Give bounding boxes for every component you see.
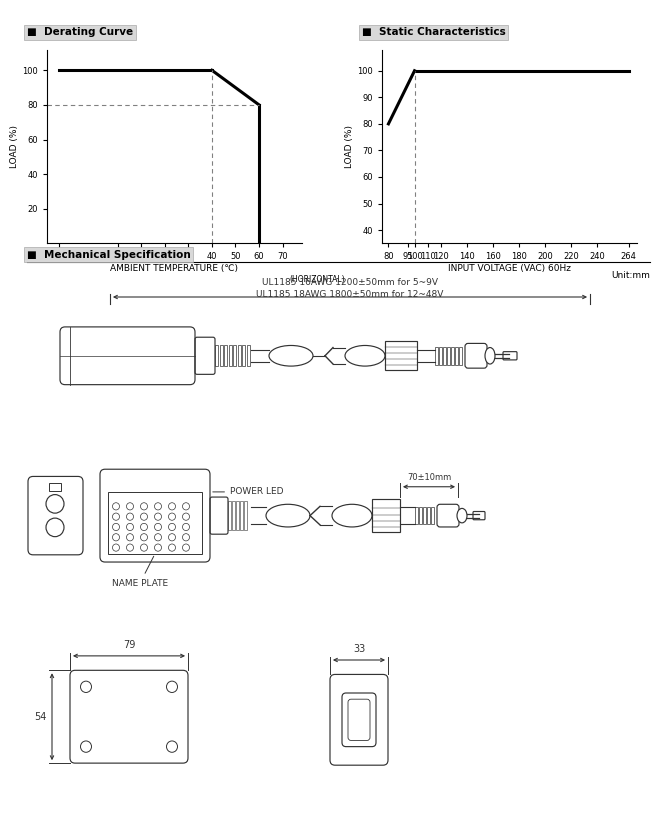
Bar [232,501,235,530]
Bar [237,346,241,366]
Bar [431,507,434,524]
Text: Unit:mm: Unit:mm [611,271,650,280]
Text: ■  Mechanical Specification: ■ Mechanical Specification [27,250,190,260]
Ellipse shape [485,347,495,364]
Text: 70±10mm: 70±10mm [407,473,451,482]
Bar [459,346,462,365]
Ellipse shape [457,508,467,523]
Bar [224,346,227,366]
Bar [228,501,231,530]
Bar [455,346,458,365]
Bar [236,501,239,530]
Bar [439,346,442,365]
Bar [385,342,417,370]
Bar [372,499,400,532]
Text: (HORIZONTAL): (HORIZONTAL) [289,275,345,284]
Text: NAME PLATE: NAME PLATE [112,556,168,587]
Y-axis label: LOAD (%): LOAD (%) [345,125,354,168]
Bar [427,507,430,524]
Bar [215,346,218,366]
X-axis label: INPUT VOLTAGE (VAC) 60Hz: INPUT VOLTAGE (VAC) 60Hz [448,264,571,273]
Bar [228,346,232,366]
Bar [447,346,450,365]
Text: UL1185 18AWG 1800±50mm for 12~48V: UL1185 18AWG 1800±50mm for 12~48V [257,290,444,299]
Bar [233,346,236,366]
Bar [451,346,454,365]
Bar [240,501,243,530]
Bar [242,346,245,366]
Bar [220,346,222,366]
X-axis label: AMBIENT TEMPERATURE (℃): AMBIENT TEMPERATURE (℃) [110,264,239,273]
Text: 33: 33 [353,644,365,653]
Text: UL1185 16AWG 1200±50mm for 5~9V: UL1185 16AWG 1200±50mm for 5~9V [262,279,438,287]
Text: ■  Static Characteristics: ■ Static Characteristics [362,27,506,37]
Text: ■  Derating Curve: ■ Derating Curve [27,27,133,37]
Bar [443,346,446,365]
Bar [415,507,418,524]
Ellipse shape [332,504,372,527]
Bar [419,507,422,524]
Bar [244,501,247,530]
Ellipse shape [345,346,385,366]
Bar [49,483,61,491]
Text: 79: 79 [123,639,135,650]
Ellipse shape [266,504,310,527]
Ellipse shape [269,346,313,366]
Bar [435,346,438,365]
Text: 54: 54 [35,712,47,722]
Text: POWER LED: POWER LED [213,488,283,497]
Bar [108,492,202,554]
Y-axis label: LOAD (%): LOAD (%) [10,125,19,168]
Bar [423,507,426,524]
Bar [247,346,249,366]
